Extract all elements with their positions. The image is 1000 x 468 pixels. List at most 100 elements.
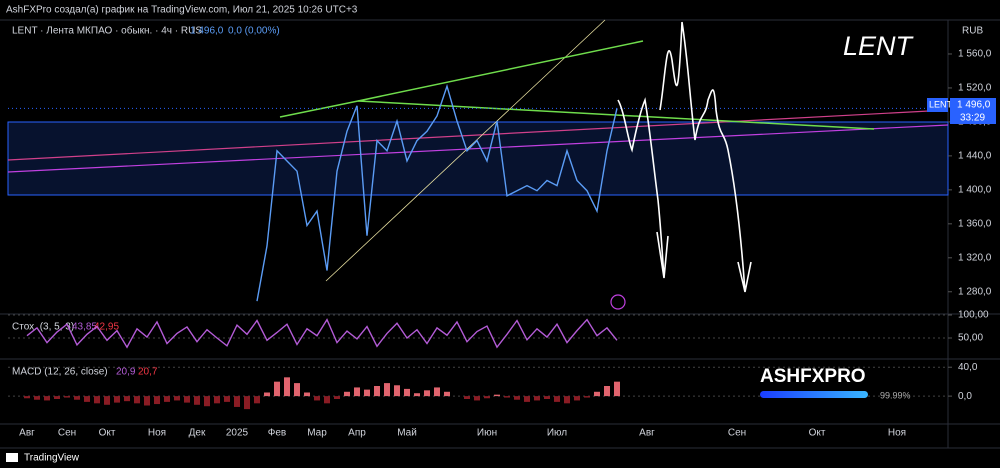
footer-brand: TradingView xyxy=(24,453,80,464)
histogram-bar xyxy=(324,396,330,404)
x-tick-label: Апр xyxy=(348,428,366,439)
footer-logo xyxy=(6,453,18,462)
histogram-bar xyxy=(444,391,450,397)
symbol-change: 0,0 (0,00%) xyxy=(228,26,280,37)
histogram-bar xyxy=(254,396,260,404)
histogram-bar xyxy=(64,396,70,398)
series-line xyxy=(26,318,618,349)
histogram-bar xyxy=(224,396,230,402)
symbol-price: 1 496,0 xyxy=(190,26,224,37)
y-tick-label: 0,0 xyxy=(958,391,972,402)
y-tick-label: 1 360,0 xyxy=(958,218,992,229)
indicator-title: Стох. (3, 5, 3) xyxy=(12,322,74,333)
histogram-bar xyxy=(234,396,240,407)
brand: ASHFXPRO xyxy=(760,366,866,387)
hand-drawing xyxy=(617,21,752,293)
histogram-bar xyxy=(144,396,150,406)
histogram-bar xyxy=(514,396,520,400)
histogram-bar xyxy=(474,396,480,401)
drawings xyxy=(7,19,949,282)
histogram-bar xyxy=(404,388,410,397)
y-tick-label: 1 440,0 xyxy=(958,151,992,162)
x-tick-label: Мар xyxy=(307,428,327,439)
histogram-bar xyxy=(594,391,600,397)
x-tick-label: Дек xyxy=(189,428,206,439)
histogram-bar xyxy=(174,396,180,401)
histogram-bar xyxy=(214,396,220,404)
histogram-bar xyxy=(304,392,310,397)
x-tick-label: Ноя xyxy=(148,428,166,439)
brand-bar xyxy=(760,391,868,398)
price-pane: Авг Сен Окт Ноя Дек 2025 Фев Мар Апр Май Июн Июл Авг… xyxy=(8,49,992,439)
y-tick-label: 1 520,0 xyxy=(958,83,992,94)
histogram-bar xyxy=(434,387,440,397)
histogram-bar xyxy=(374,386,380,397)
series-line xyxy=(256,83,618,302)
histogram-bar xyxy=(44,396,50,401)
watermark: LENT xyxy=(843,31,915,61)
x-tick-label: Июл xyxy=(547,428,567,439)
histogram-bar xyxy=(84,396,90,402)
histogram-bar xyxy=(274,381,280,397)
histogram-bar xyxy=(114,396,120,403)
currency: RUB xyxy=(962,26,983,37)
event-icon xyxy=(610,294,626,310)
channel-line xyxy=(7,124,949,173)
histogram-bar xyxy=(394,385,400,397)
y-tick-label: 40,0 xyxy=(958,362,978,373)
channel-line xyxy=(7,109,949,161)
histogram-bar xyxy=(354,387,360,397)
histogram-bar xyxy=(364,389,370,397)
histogram-bar xyxy=(584,396,590,398)
axis-symbol-box xyxy=(927,98,948,112)
histogram-bar xyxy=(134,396,140,404)
histogram-bar xyxy=(244,396,250,410)
x-tick-label: Сен xyxy=(728,428,746,439)
x-tick-label: Сен xyxy=(58,428,76,439)
histogram-bar xyxy=(554,396,560,402)
x-tick-label: Окт xyxy=(809,428,826,439)
indicator-value: 43,85 xyxy=(72,322,97,333)
histogram-bar xyxy=(24,396,30,399)
indicator-value: 20,7 xyxy=(138,367,158,378)
histogram-bar xyxy=(494,394,500,397)
histogram-bar xyxy=(204,396,210,407)
histogram-bar xyxy=(484,396,490,399)
histogram-bar xyxy=(194,396,200,405)
y-tick-label: 50,00 xyxy=(958,333,983,344)
histogram-bar xyxy=(74,396,80,400)
x-tick-label: Ноя xyxy=(888,428,906,439)
axis-symbol: LENT xyxy=(929,99,953,109)
histogram-bar xyxy=(294,383,300,397)
indicator-value: 42,95 xyxy=(94,322,119,333)
x-tick-label: 2025 xyxy=(226,428,249,439)
histogram-bar xyxy=(94,396,100,404)
histogram-bar xyxy=(334,396,340,399)
histogram-bar xyxy=(284,377,290,397)
histogram-bar xyxy=(604,386,610,397)
x-tick-label: Фев xyxy=(268,428,286,439)
histogram-bar xyxy=(574,396,580,401)
histogram-bar xyxy=(124,396,130,402)
histogram-bar xyxy=(414,393,420,397)
x-tick-label: Май xyxy=(397,428,417,439)
histogram-bar xyxy=(154,396,160,405)
histogram-bar xyxy=(424,390,430,397)
histogram-bar xyxy=(384,383,390,397)
histogram-bar xyxy=(344,391,350,397)
y-tick-label: 1 280,0 xyxy=(958,286,992,297)
histogram-bar xyxy=(564,396,570,404)
histogram-bar xyxy=(34,396,40,400)
histogram-bar xyxy=(184,396,190,403)
histogram-bar xyxy=(314,396,320,401)
histogram-bar xyxy=(614,381,620,397)
histogram-bar xyxy=(464,396,470,399)
x-tick-label: Авг xyxy=(639,428,655,439)
histogram-bar xyxy=(534,396,540,401)
range-zone xyxy=(7,121,949,196)
y-tick-label: 1 320,0 xyxy=(958,252,992,263)
x-tick-label: Июн xyxy=(477,428,497,439)
histogram-bar xyxy=(164,396,170,402)
y-tick-label: 100,00 xyxy=(958,310,989,321)
